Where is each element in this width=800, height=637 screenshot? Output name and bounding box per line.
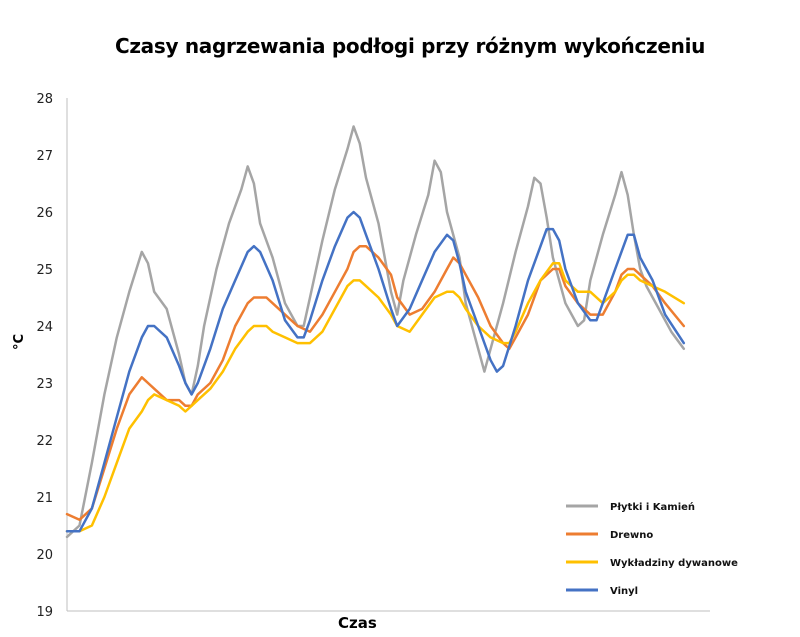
y-tick-label: 19 xyxy=(36,605,53,620)
y-tick-label: 23 xyxy=(36,377,53,392)
y-tick-label: 25 xyxy=(36,263,53,278)
legend-label: Płytki i Kamień xyxy=(610,501,695,513)
y-tick-label: 28 xyxy=(36,92,53,107)
x-axis-label: Czas xyxy=(338,614,377,632)
y-tick-label: 22 xyxy=(36,434,53,449)
series-layer xyxy=(65,125,686,539)
y-tick-label: 26 xyxy=(36,206,53,221)
chart-title: Czasy nagrzewania podłogi przy różnym wy… xyxy=(114,34,706,58)
y-tick-label: 20 xyxy=(36,548,53,563)
legend-label: Drewno xyxy=(610,530,653,541)
y-tick-label: 27 xyxy=(36,149,53,164)
y-tick-label: 21 xyxy=(36,491,53,506)
series-line-3 xyxy=(65,262,686,533)
axes: 19 20 21 22 23 24 25 26 27 28 xyxy=(36,92,710,620)
series-line-2 xyxy=(65,244,686,522)
legend: Płytki i Kamień Drewno Wykładziny dywanowe… xyxy=(566,501,738,597)
series-line-4 xyxy=(65,210,686,533)
legend-label: Vinyl xyxy=(610,586,638,597)
y-tick-label: 24 xyxy=(36,320,53,335)
legend-label: Wykładziny dywanowe xyxy=(610,558,738,569)
